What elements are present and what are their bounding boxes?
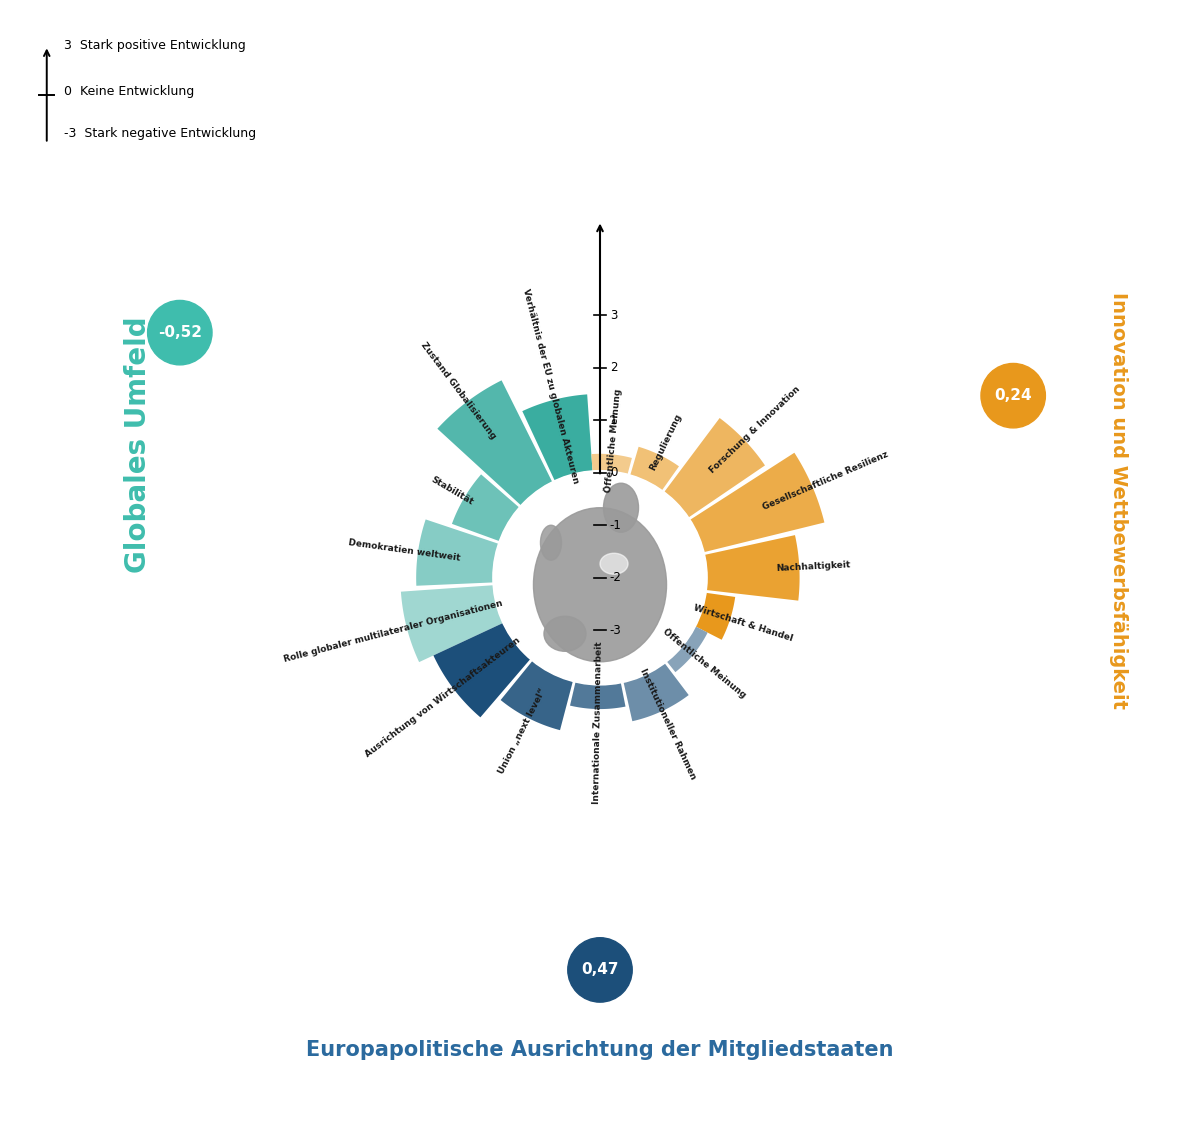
Text: -3  Stark negative Entwicklung: -3 Stark negative Entwicklung bbox=[64, 127, 256, 139]
Text: 1: 1 bbox=[610, 414, 617, 426]
Text: Verhältnis der EU zu globalen Akteuren: Verhältnis der EU zu globalen Akteuren bbox=[521, 287, 580, 485]
Polygon shape bbox=[452, 474, 521, 542]
Text: 2: 2 bbox=[610, 361, 617, 374]
Polygon shape bbox=[662, 418, 764, 519]
Circle shape bbox=[568, 938, 632, 1002]
Text: Demokratien weltweit: Demokratien weltweit bbox=[348, 538, 461, 562]
Polygon shape bbox=[630, 447, 679, 492]
Polygon shape bbox=[433, 622, 532, 717]
Polygon shape bbox=[437, 380, 553, 507]
Text: Europapolitische Ausrichtung der Mitgliedstaaten: Europapolitische Ausrichtung der Mitglie… bbox=[306, 1041, 894, 1061]
Polygon shape bbox=[570, 680, 625, 709]
Polygon shape bbox=[500, 659, 574, 731]
Polygon shape bbox=[666, 625, 708, 672]
Circle shape bbox=[980, 363, 1045, 428]
Ellipse shape bbox=[544, 616, 586, 651]
Circle shape bbox=[494, 473, 706, 683]
Circle shape bbox=[148, 301, 212, 365]
Text: Ausrichtung von Wirtschaftsakteuren: Ausrichtung von Wirtschaftsakteuren bbox=[364, 636, 522, 759]
Text: 3: 3 bbox=[610, 309, 617, 321]
Text: -3: -3 bbox=[610, 624, 622, 637]
Polygon shape bbox=[401, 585, 505, 662]
Text: Rolle globaler multilateraler Organisationen: Rolle globaler multilateraler Organisati… bbox=[283, 598, 504, 664]
Text: Institutioneller Rahmen: Institutioneller Rahmen bbox=[638, 667, 697, 780]
Text: Zustand Globalisierung: Zustand Globalisierung bbox=[420, 340, 498, 440]
Text: -0,52: -0,52 bbox=[158, 325, 202, 340]
Text: Nachhaltigkeit: Nachhaltigkeit bbox=[776, 561, 851, 573]
Text: Öffentliche Meinung: Öffentliche Meinung bbox=[604, 388, 623, 493]
Text: 0,47: 0,47 bbox=[581, 962, 619, 977]
Polygon shape bbox=[623, 662, 689, 722]
Ellipse shape bbox=[534, 508, 666, 662]
Polygon shape bbox=[703, 535, 799, 601]
Ellipse shape bbox=[604, 483, 638, 533]
Text: Wirtschaft & Handel: Wirtschaft & Handel bbox=[692, 603, 794, 644]
Text: Forschung & Innovation: Forschung & Innovation bbox=[707, 385, 802, 475]
Polygon shape bbox=[689, 452, 824, 553]
Ellipse shape bbox=[540, 525, 562, 560]
Text: -2: -2 bbox=[610, 571, 622, 585]
Polygon shape bbox=[694, 593, 736, 640]
Text: Regulierung: Regulierung bbox=[648, 413, 683, 473]
Text: -1: -1 bbox=[610, 519, 622, 532]
Polygon shape bbox=[416, 519, 500, 586]
Text: Innovation und Wettbewerbsfähigkeit: Innovation und Wettbewerbsfähigkeit bbox=[1109, 292, 1128, 709]
Text: Union „next level“: Union „next level“ bbox=[497, 687, 548, 775]
Text: 0,24: 0,24 bbox=[995, 388, 1032, 403]
Text: Öffentliche Meinung: Öffentliche Meinung bbox=[661, 627, 748, 700]
Text: Internationale Zusammenarbeit: Internationale Zusammenarbeit bbox=[592, 641, 604, 804]
Text: 0: 0 bbox=[610, 466, 617, 480]
Text: 0  Keine Entwicklung: 0 Keine Entwicklung bbox=[64, 85, 194, 97]
Ellipse shape bbox=[600, 553, 628, 575]
Text: Gesellschaftliche Resilienz: Gesellschaftliche Resilienz bbox=[761, 450, 889, 512]
Polygon shape bbox=[592, 454, 632, 476]
Text: 3  Stark positive Entwicklung: 3 Stark positive Entwicklung bbox=[64, 40, 245, 52]
Text: Globales Umfeld: Globales Umfeld bbox=[124, 317, 151, 573]
Polygon shape bbox=[522, 395, 593, 483]
Text: Stabilität: Stabilität bbox=[430, 475, 475, 507]
